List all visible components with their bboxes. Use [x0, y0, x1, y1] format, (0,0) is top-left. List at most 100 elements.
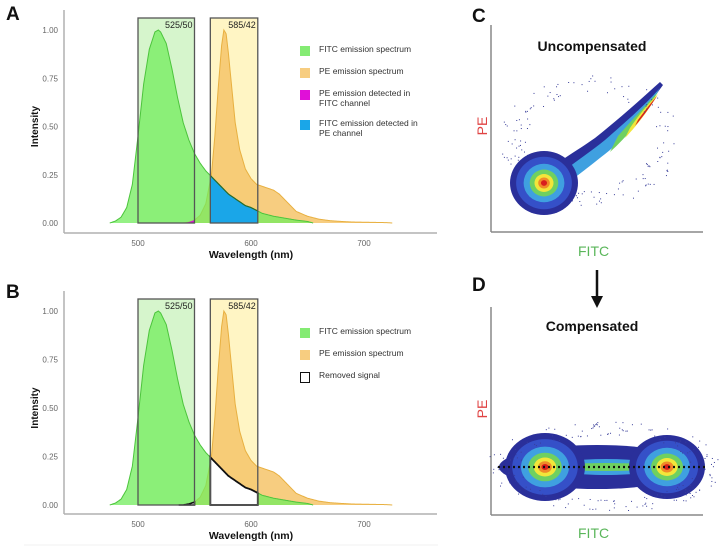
scatter-point: [592, 508, 594, 510]
scatter-point: [645, 184, 647, 186]
scatter-point: [590, 78, 592, 80]
scatter-point: [515, 454, 517, 456]
scatter-point: [609, 509, 611, 511]
scatter-point: [651, 99, 653, 101]
scatter-point: [644, 503, 646, 505]
scatter-point: [502, 457, 504, 459]
scatter-point: [499, 464, 501, 466]
legend-swatch-fitc-icon: [300, 46, 310, 56]
scatter-point: [555, 499, 557, 501]
fitc-in-pe-channel-edge: [209, 175, 259, 212]
panel-letter-a: A: [6, 4, 20, 25]
scatter-point: [648, 429, 650, 431]
legend-item: PE emission detected in FITC channel: [300, 88, 429, 108]
scatter-point: [685, 494, 687, 496]
scatter-point: [539, 490, 541, 492]
scatter-title-compensated: Compensated: [545, 318, 639, 334]
scatter-point: [711, 477, 713, 479]
scatter-point: [493, 454, 495, 456]
scatter-point: [610, 432, 612, 434]
scatter-point: [618, 434, 620, 436]
legend-item: PE emission spectrum: [300, 66, 429, 78]
y-axis-title: Intensity: [30, 387, 41, 429]
scatter-point: [506, 467, 508, 469]
scatter-point: [593, 196, 595, 198]
scatter-point: [656, 126, 658, 128]
scatter-point: [621, 181, 623, 183]
scatter-point: [518, 156, 520, 158]
fitc-in-pe-channel-area: [210, 175, 258, 223]
scatter-point: [510, 459, 512, 461]
scatter-point: [613, 500, 615, 502]
scatter-point: [506, 125, 508, 127]
scatter-point: [607, 433, 609, 435]
scatter-point: [664, 125, 666, 127]
scatter-point: [581, 430, 583, 432]
scatter-point: [685, 441, 687, 443]
scatter-point: [529, 488, 531, 490]
scatter-point: [705, 444, 707, 446]
scatter-point: [622, 180, 624, 182]
scatter-point: [575, 195, 577, 197]
scatter-point: [672, 115, 674, 117]
scatter-point: [645, 502, 647, 504]
scatter-point: [543, 105, 545, 107]
scatter-point: [524, 141, 526, 143]
filter-band-label: 585/42: [228, 20, 256, 30]
scatter-point: [656, 494, 658, 496]
scatter-point: [667, 111, 669, 113]
legend-label: PE emission spectrum: [319, 348, 404, 358]
scatter-point: [689, 451, 691, 453]
scatter-point: [677, 445, 679, 447]
scatter-point: [666, 169, 668, 171]
scatter-point: [559, 95, 561, 97]
scatter-point: [667, 428, 669, 430]
pe-emission-line: [183, 28, 393, 224]
scatter-point: [553, 505, 555, 507]
scatter-point: [509, 482, 511, 484]
scatter-point: [514, 448, 516, 450]
scatter-point: [500, 453, 502, 455]
y-axis-title: Intensity: [30, 106, 41, 148]
scatter-point: [704, 468, 706, 470]
scatter-point: [642, 178, 644, 180]
scatter-point: [598, 192, 600, 194]
scatter-point: [590, 191, 592, 193]
scatter-point: [661, 494, 663, 496]
scatter-point: [510, 158, 512, 160]
scatter-point: [673, 143, 675, 145]
scatter-point: [578, 192, 580, 194]
scatter-point: [646, 104, 648, 106]
scatter-point: [683, 500, 685, 502]
scatter-point: [613, 194, 615, 196]
scatter-point: [631, 424, 633, 426]
scatter-point: [685, 489, 687, 491]
scatter-point: [622, 430, 624, 432]
scatter-point: [699, 489, 701, 491]
scatter-point: [511, 439, 513, 441]
filter-band-label: 585/42: [228, 301, 256, 311]
x-tick-label: 500: [131, 239, 145, 248]
scatter-point: [526, 441, 528, 443]
scatter-point: [712, 466, 714, 468]
y-tick-label: 0.25: [42, 453, 58, 462]
filter-band-label: 525/50: [165, 20, 193, 30]
scatter-point: [673, 499, 675, 501]
scatter-point: [687, 452, 689, 454]
scatter-point: [651, 429, 653, 431]
scatter-point: [689, 489, 691, 491]
scatter-point: [502, 153, 504, 155]
scatter-point: [514, 474, 516, 476]
scatter-point: [520, 451, 522, 453]
scatter-point: [557, 83, 559, 85]
scatter-point: [691, 478, 693, 480]
scatter-point: [709, 475, 711, 477]
scatter-point: [665, 175, 667, 177]
legend-swatch-pe-icon: [300, 68, 310, 78]
scatter-point: [657, 147, 659, 149]
scatter-point: [613, 507, 615, 509]
compensated-positive-population: [629, 435, 705, 499]
x-tick-label: 600: [244, 239, 258, 248]
scatter-point: [525, 111, 527, 113]
y-tick-label: 1.00: [42, 307, 58, 316]
